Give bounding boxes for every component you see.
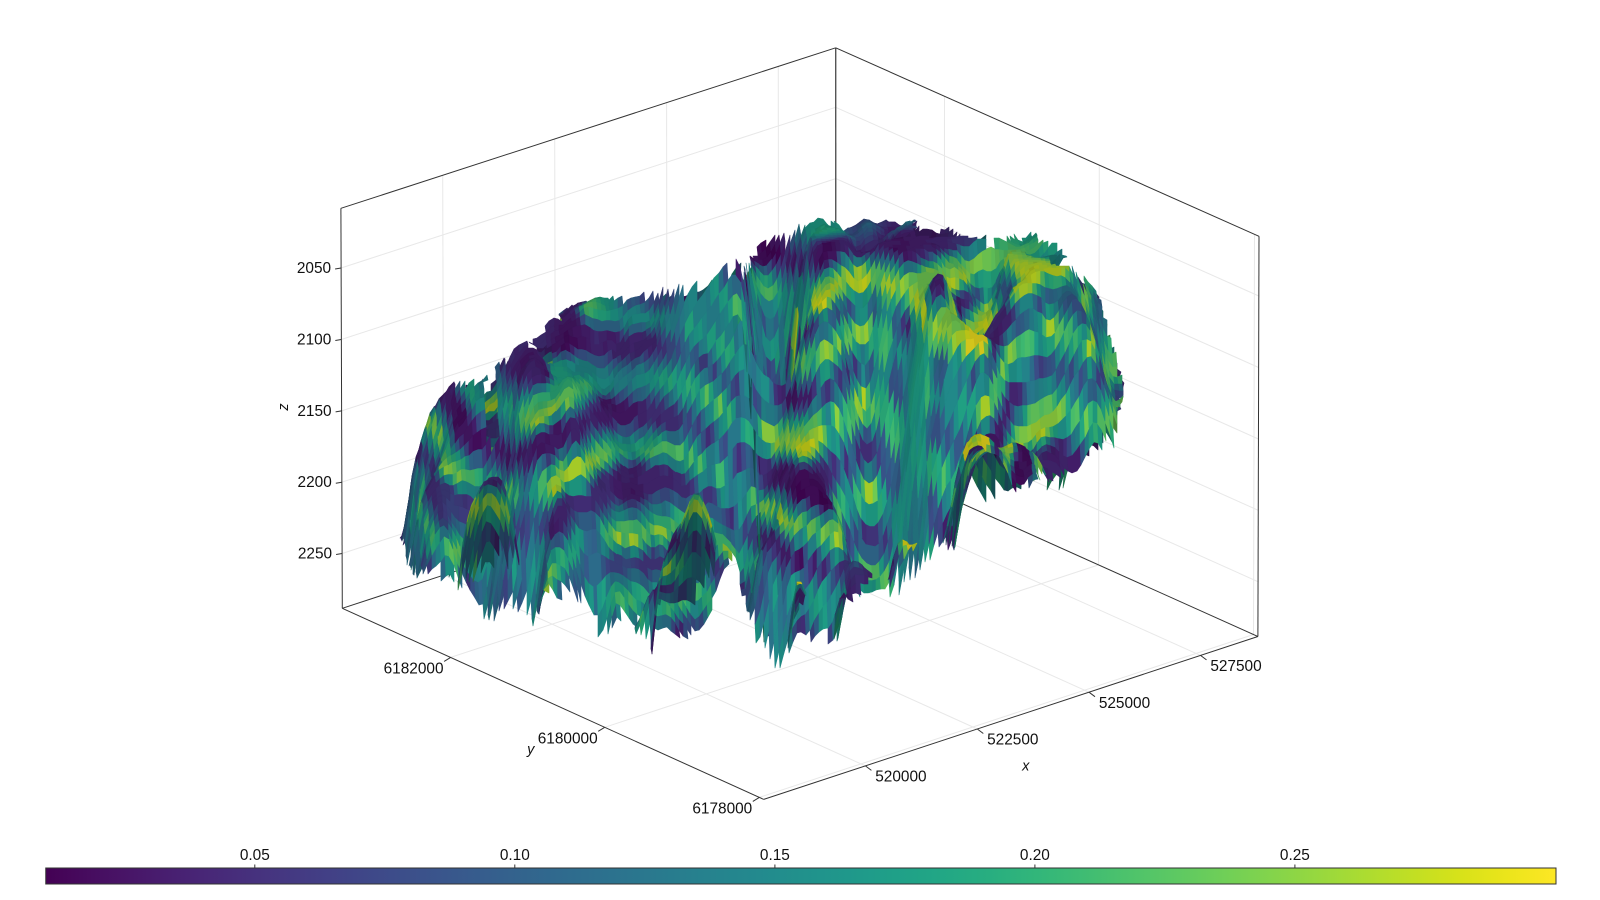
svg-text:6180000: 6180000 — [538, 730, 598, 747]
svg-text:0.25: 0.25 — [1280, 847, 1310, 864]
svg-text:0.05: 0.05 — [240, 847, 270, 864]
svg-text:2150: 2150 — [297, 403, 331, 420]
svg-text:0.10: 0.10 — [500, 847, 530, 864]
svg-text:2200: 2200 — [298, 474, 332, 491]
svg-text:z: z — [276, 403, 292, 412]
svg-text:520000: 520000 — [875, 769, 926, 786]
svg-text:522500: 522500 — [987, 732, 1038, 749]
svg-text:6182000: 6182000 — [384, 660, 444, 677]
svg-text:2250: 2250 — [298, 546, 332, 563]
svg-text:y: y — [526, 742, 535, 758]
svg-text:0.20: 0.20 — [1020, 847, 1050, 864]
svg-text:2050: 2050 — [297, 260, 331, 277]
svg-text:0.15: 0.15 — [760, 847, 790, 864]
svg-text:x: x — [1021, 759, 1030, 775]
svg-text:525000: 525000 — [1099, 695, 1150, 712]
svg-text:2100: 2100 — [297, 332, 331, 349]
svg-text:6178000: 6178000 — [692, 800, 752, 817]
svg-text:527500: 527500 — [1210, 658, 1261, 675]
